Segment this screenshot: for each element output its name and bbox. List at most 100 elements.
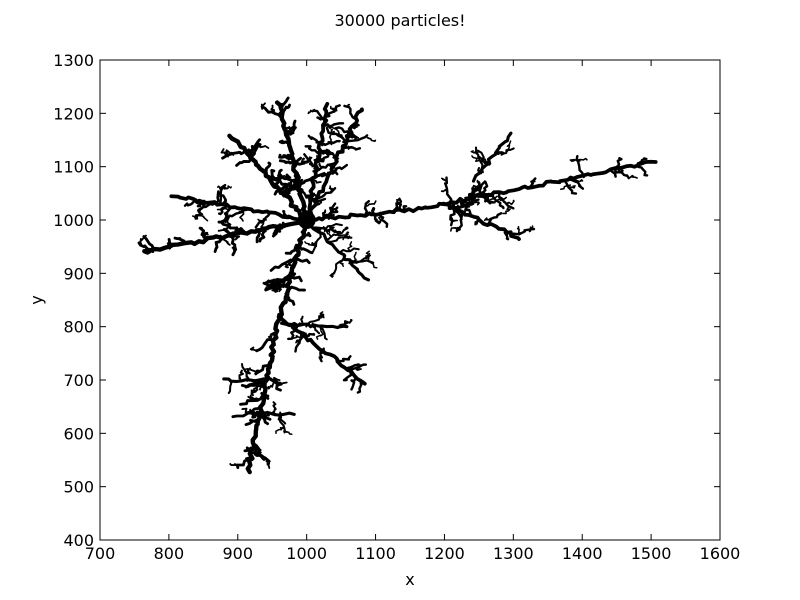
- particle-branch: [300, 157, 306, 165]
- particle-branch: [220, 148, 229, 158]
- x-tick-label: 1400: [562, 544, 603, 563]
- particle-branch: [376, 216, 382, 224]
- particle-branch: [567, 184, 576, 189]
- particle-branch: [276, 217, 308, 319]
- particle-branch: [283, 430, 293, 436]
- particle-branch: [379, 211, 389, 229]
- particle-branch: [272, 223, 282, 236]
- particle-branch: [345, 363, 361, 370]
- particle-branch: [264, 282, 289, 292]
- particle-branch: [338, 260, 345, 267]
- particle-branch: [264, 276, 291, 285]
- particle-branch: [196, 199, 206, 208]
- particle-branch: [225, 149, 235, 156]
- particle-branch: [370, 206, 376, 217]
- x-tick-label: 1600: [700, 544, 741, 563]
- particle-branch: [286, 130, 295, 136]
- seed-cluster: [297, 211, 316, 229]
- y-tick-label: 800: [63, 318, 94, 337]
- particle-branch: [305, 315, 325, 328]
- particle-branch: [608, 168, 617, 178]
- particle-branch: [259, 221, 267, 229]
- particle-branch: [461, 203, 471, 208]
- particle-branch: [319, 324, 328, 341]
- particle-branch: [273, 286, 279, 293]
- particle-branch: [393, 203, 403, 212]
- particle-branch: [294, 171, 300, 181]
- particle-branch: [306, 156, 313, 162]
- particle-branch: [307, 134, 323, 144]
- particle-branch: [282, 154, 295, 161]
- particle-branch: [503, 231, 510, 241]
- particle-branch: [367, 260, 378, 269]
- particle-branch: [343, 104, 358, 121]
- particle-branch: [497, 192, 515, 210]
- particle-branch: [253, 446, 258, 452]
- particle-branch: [326, 170, 339, 176]
- particle-branch: [300, 315, 304, 325]
- x-tick-label: 1500: [631, 544, 672, 563]
- particle-branch: [319, 311, 324, 319]
- particle-branch: [282, 190, 288, 195]
- particle-branch: [311, 240, 318, 245]
- particle-branch: [346, 134, 357, 139]
- particle-branch: [312, 162, 336, 173]
- particle-branch: [352, 123, 360, 130]
- particle-branch: [474, 216, 480, 226]
- particle-branch: [259, 381, 265, 391]
- particle-branch: [243, 446, 255, 453]
- particle-branch: [143, 246, 154, 253]
- particle-branch: [321, 209, 327, 217]
- particle-branch: [348, 254, 371, 265]
- particle-branch: [636, 157, 648, 165]
- particle-branch: [476, 179, 481, 189]
- particle-branch: [318, 162, 324, 168]
- particle-branch: [278, 411, 286, 434]
- particle-branch: [235, 156, 256, 167]
- particle-branch: [313, 222, 343, 232]
- particle-branch: [278, 139, 291, 146]
- particle-branch: [363, 199, 371, 216]
- particle-branch: [298, 246, 314, 255]
- particle-branch: [249, 346, 258, 352]
- particle-branch: [281, 276, 286, 289]
- particle-branch: [338, 247, 360, 254]
- particle-branch: [330, 271, 335, 278]
- particle-branch: [291, 335, 304, 340]
- particle-branch: [450, 216, 458, 222]
- particle-branch: [400, 205, 408, 213]
- particle-branch: [265, 459, 271, 469]
- particle-branch: [239, 394, 264, 406]
- particle-branch: [528, 225, 534, 233]
- particle-branch: [307, 108, 316, 115]
- particle-branch: [613, 168, 630, 180]
- particle-branch: [248, 367, 260, 374]
- particle-branch: [470, 150, 480, 154]
- particle-branch: [300, 332, 316, 338]
- particle-branch: [326, 213, 335, 218]
- plot-frame: [99, 59, 721, 541]
- chart-title: 30000 particles!: [334, 11, 465, 30]
- particle-branch: [337, 318, 353, 329]
- particle-branch: [395, 198, 401, 205]
- x-tick-label: 700: [85, 544, 116, 563]
- particle-branch: [282, 209, 288, 217]
- particle-branch: [198, 226, 209, 242]
- particle-branch: [201, 231, 209, 238]
- particle-branch: [291, 187, 302, 192]
- particle-branch: [328, 226, 340, 235]
- particle-branch: [222, 227, 232, 238]
- particle-branch: [288, 271, 303, 283]
- particle-branch: [217, 185, 225, 191]
- y-tick-label: 600: [63, 424, 94, 443]
- particle-branch: [506, 140, 512, 153]
- particle-branch: [483, 217, 492, 222]
- particle-branch: [227, 133, 308, 222]
- particle-branch: [295, 338, 301, 344]
- particle-branch: [284, 291, 296, 306]
- particle-branch: [270, 104, 276, 115]
- particle-branch: [287, 326, 297, 341]
- particle-branch: [279, 96, 290, 110]
- particle-branch: [273, 189, 283, 196]
